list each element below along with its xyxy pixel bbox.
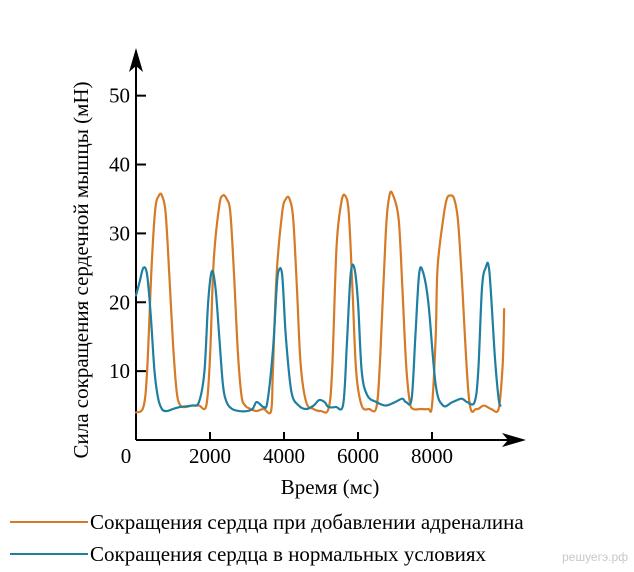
legend-item-adrenaline: Сокращения сердца при добавлении адренал… — [10, 506, 634, 538]
y-tick-label: 20 — [109, 290, 130, 314]
x-axis-arrow — [502, 433, 526, 447]
y-tick-label: 30 — [109, 221, 130, 245]
y-tick-label: 40 — [109, 153, 130, 177]
watermark: решуегэ.рф — [562, 550, 628, 564]
legend-label-normal: Сокращения сердца в нормальных условиях — [90, 541, 487, 566]
x-tick-label: 0 — [121, 444, 132, 468]
tick-labels: 10 20 30 40 50 0 2000 4000 6000 8000 — [109, 84, 453, 468]
y-tick-label: 10 — [109, 359, 130, 383]
series-lines — [134, 190, 506, 415]
legend-swatch-adrenaline — [10, 521, 88, 523]
legend: Сокращения сердца при добавлении адренал… — [10, 506, 634, 570]
y-axis-label: Сила сокращения сердечной мышцы (мН) — [69, 81, 93, 458]
series-line-adrenaline — [134, 190, 506, 415]
chart: 10 20 30 40 50 0 2000 4000 6000 8000 Сила сокраще… — [69, 48, 526, 499]
series-line-normal — [134, 261, 502, 413]
legend-swatch-normal — [10, 553, 88, 555]
x-tick-label: 6000 — [337, 444, 379, 468]
x-axis-label: Время (мс) — [281, 475, 380, 499]
y-axis-arrow — [129, 48, 143, 72]
legend-label-adrenaline: Сокращения сердца при добавлении адренал… — [90, 509, 524, 534]
legend-item-normal: Сокращения сердца в нормальных условиях — [10, 538, 634, 570]
x-tick-label: 2000 — [189, 444, 231, 468]
y-tick-label: 50 — [109, 84, 130, 108]
x-tick-label: 8000 — [411, 444, 453, 468]
x-tick-label: 4000 — [263, 444, 305, 468]
axes — [129, 48, 526, 447]
